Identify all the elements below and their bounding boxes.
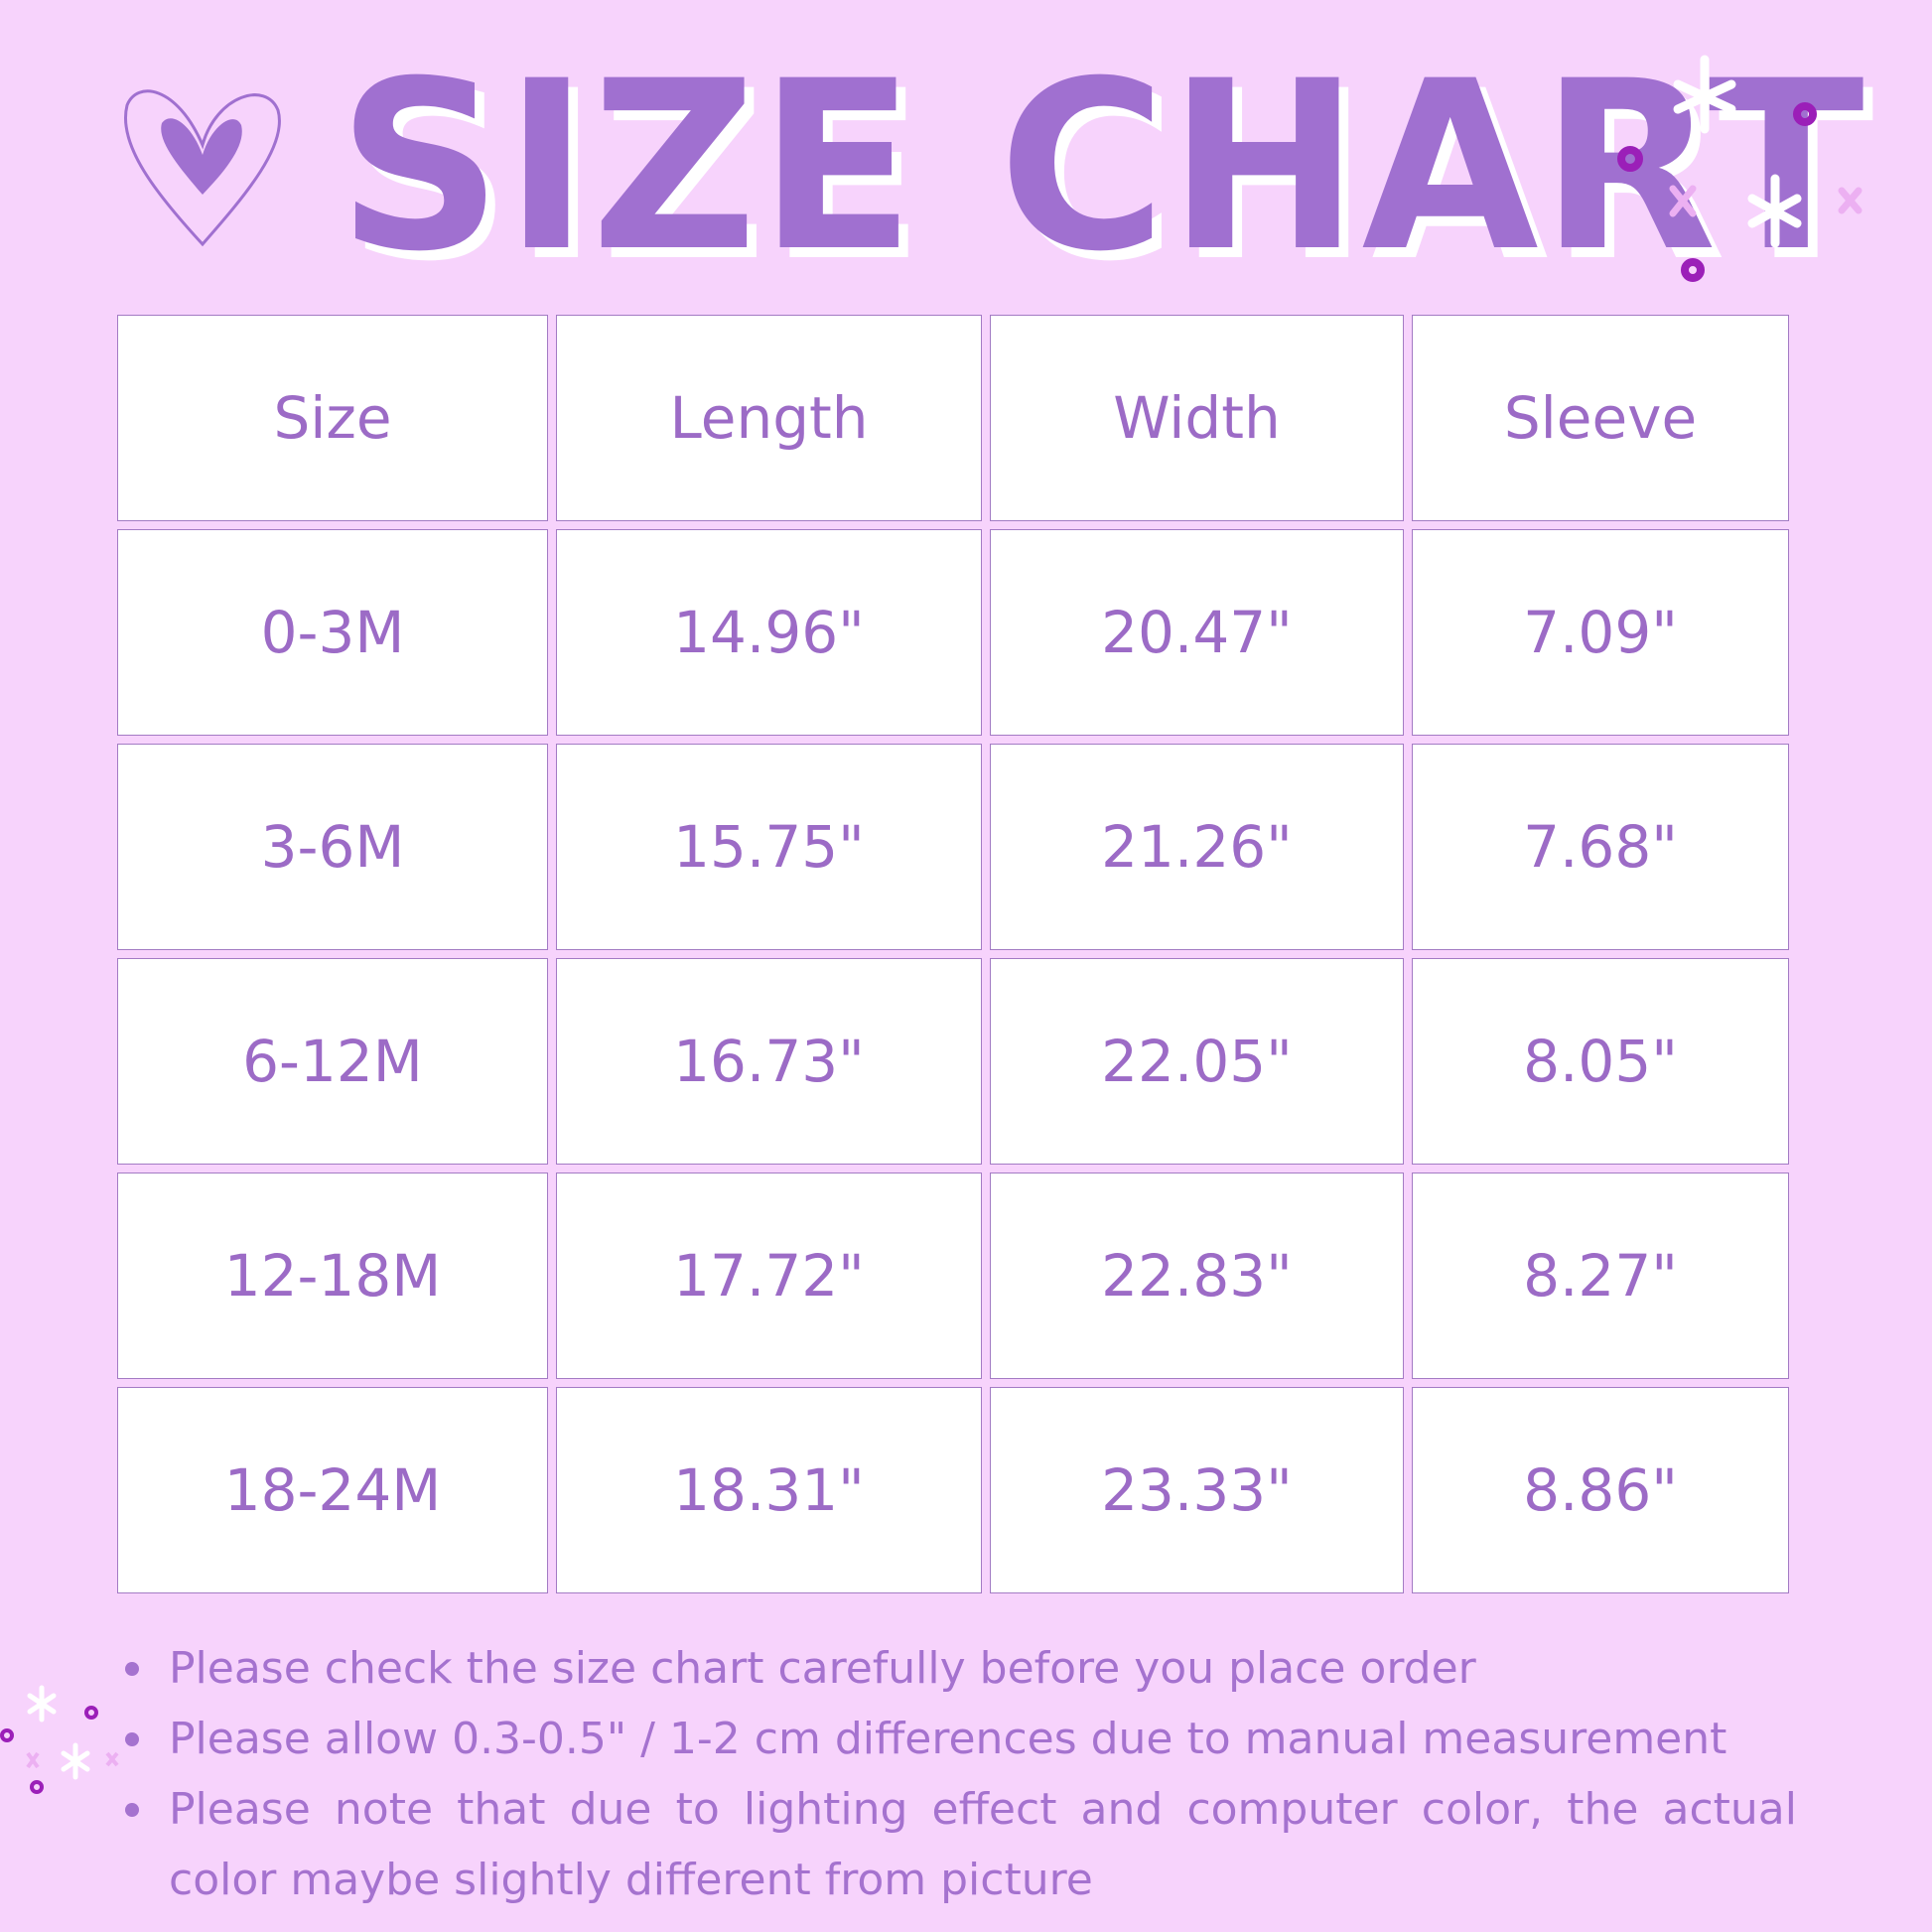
cell-sleeve: 7.09" [1412,529,1789,736]
table-row: 0-3M 14.96" 20.47" 7.09" [117,529,1789,736]
table-row: 6-12M 16.73" 22.05" 8.05" [117,958,1789,1165]
table-row: 12-18M 17.72" 22.83" 8.27" [117,1173,1789,1379]
cell-width: 20.47" [990,529,1404,736]
notes-list: Please check the size chart carefully be… [119,1633,1797,1915]
cell-sleeve: 8.27" [1412,1173,1789,1379]
size-table: Size Length Width Sleeve 0-3M 14.96" 20.… [109,307,1797,1601]
cell-width: 23.33" [990,1387,1404,1593]
cell-size: 12-18M [117,1173,548,1379]
cell-width: 21.26" [990,744,1404,950]
header-width: Width [990,315,1404,521]
cell-sleeve: 8.86" [1412,1387,1789,1593]
sparkles-icon [0,1685,119,1794]
cell-length: 15.75" [556,744,982,950]
cell-width: 22.05" [990,958,1404,1165]
header-sleeve: Sleeve [1412,315,1789,521]
table-row: 18-24M 18.31" 23.33" 8.86" [117,1387,1789,1593]
cell-length: 16.73" [556,958,982,1165]
cell-sleeve: 7.68" [1412,744,1789,950]
cell-size: 0-3M [117,529,548,736]
header-length: Length [556,315,982,521]
cell-size: 6-12M [117,958,548,1165]
table-row: 3-6M 15.75" 21.26" 7.68" [117,744,1789,950]
note-item: Please check the size chart carefully be… [119,1633,1797,1704]
cell-length: 18.31" [556,1387,982,1593]
cell-width: 22.83" [990,1173,1404,1379]
cell-length: 17.72" [556,1173,982,1379]
sparkles-icon [1617,55,1863,282]
heart-icon [124,89,281,247]
cell-sleeve: 8.05" [1412,958,1789,1165]
cell-size: 18-24M [117,1387,548,1593]
cell-size: 3-6M [117,744,548,950]
table-header-row: Size Length Width Sleeve [117,315,1789,521]
header-size: Size [117,315,548,521]
page-title: SIZE CHART [338,32,1866,303]
note-item: Please allow 0.3-0.5" / 1-2 cm differenc… [119,1704,1797,1774]
note-item: Please note that due to lighting effect … [119,1774,1797,1915]
cell-length: 14.96" [556,529,982,736]
